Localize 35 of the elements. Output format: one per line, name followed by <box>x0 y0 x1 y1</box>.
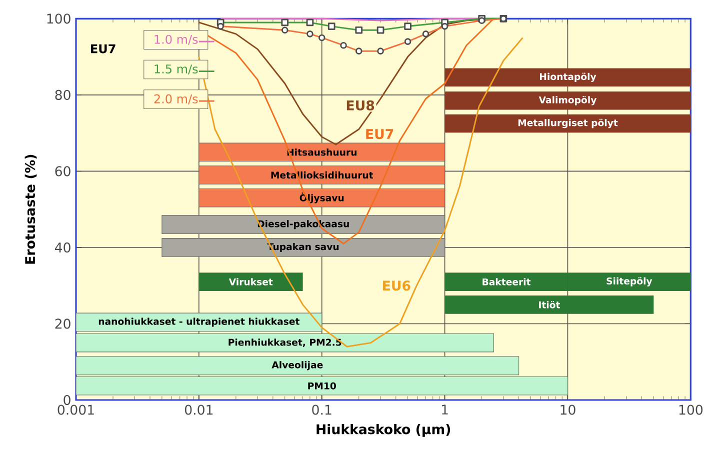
band-label: PM10 <box>308 382 336 390</box>
y-tick-label: 0 <box>64 394 70 406</box>
band-label: Hitsaushuuru <box>287 148 356 156</box>
y-tick-label: 100 <box>47 14 70 24</box>
band-label: Valimopöly <box>538 96 597 106</box>
series-label: EU6 <box>383 280 410 291</box>
series-label: EU8 <box>346 100 374 110</box>
series-label: EU7 <box>366 129 394 140</box>
legend-title: EU7 <box>91 44 116 54</box>
band-label: nanohiukkaset - ultrapienet hiukkaset <box>98 318 300 327</box>
band-label: Pienhiukkaset, PM2.5 <box>228 338 342 347</box>
x-tick-label: 10 <box>560 404 576 415</box>
x-tick-label: 1 <box>442 404 448 414</box>
band-label: Hiontapöly <box>540 72 596 82</box>
y-axis-title: Erotusaste (%) <box>24 154 37 264</box>
x-tick-label: 0.1 <box>312 404 332 415</box>
band-label: Öljysavu <box>300 192 344 204</box>
band-label: Bakteerit <box>482 278 531 286</box>
legend-label: 1.0 m/s <box>154 34 198 45</box>
x-tick-label: 100 <box>679 404 703 415</box>
y-tick-label: 80 <box>55 90 70 100</box>
y-tick-label: 60 <box>55 166 70 176</box>
legend-label: 1.5 m/s <box>154 64 198 74</box>
band-label: Siitepöly <box>606 277 652 286</box>
band-label: Metallurgiset pölyt <box>518 118 618 128</box>
band-label: Metallioksidihuurut <box>271 171 374 179</box>
y-tick-label: 20 <box>55 318 70 329</box>
x-axis-title: Hiukkaskoko (µm) <box>316 424 450 437</box>
legend-label: 2.0 m/s <box>154 94 198 104</box>
y-tick-label: 40 <box>54 242 70 253</box>
band-label: Virukset <box>228 278 273 286</box>
band-label: Alveolijae <box>272 361 323 370</box>
x-tick-label: 0.001 <box>58 404 94 415</box>
band-label: Itiöt <box>539 300 560 308</box>
x-tick-label: 0.01 <box>184 404 213 415</box>
